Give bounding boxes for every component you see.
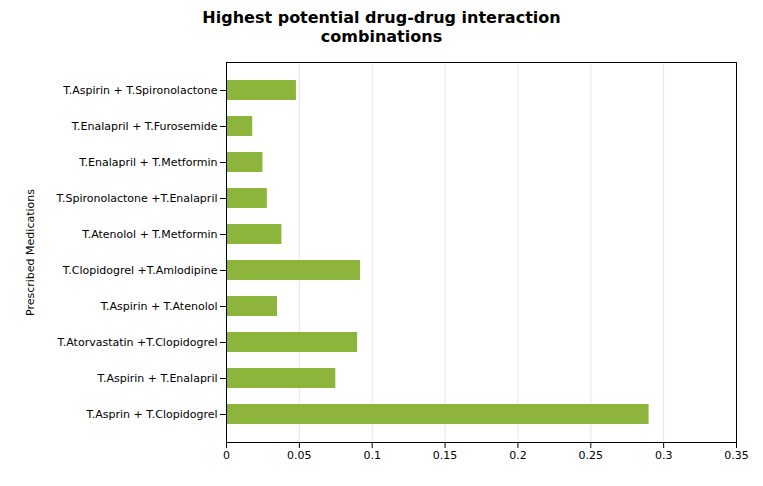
svg-text:T.Aspirin + T.Atenolol: T.Aspirin + T.Atenolol <box>100 300 218 313</box>
svg-text:0: 0 <box>223 450 230 463</box>
svg-text:0.25: 0.25 <box>579 450 604 463</box>
svg-text:0.35: 0.35 <box>724 450 749 463</box>
svg-text:T.Aspirin + T.Enalapril: T.Aspirin + T.Enalapril <box>97 372 218 385</box>
svg-text:0.15: 0.15 <box>433 450 458 463</box>
svg-text:T.Aspirin + T.Spironolactone: T.Aspirin + T.Spironolactone <box>62 84 217 97</box>
svg-text:0.2: 0.2 <box>509 450 527 463</box>
svg-text:0.3: 0.3 <box>655 450 673 463</box>
svg-text:T.Enalapril + T.Furosemide: T.Enalapril + T.Furosemide <box>71 120 218 133</box>
svg-text:T.Enalapril + T.Metformin: T.Enalapril + T.Metformin <box>78 156 217 169</box>
svg-text:T.Atenolol + T.Metformin: T.Atenolol + T.Metformin <box>81 228 217 241</box>
svg-text:T.Spironolactone +T.Enalapril: T.Spironolactone +T.Enalapril <box>56 192 218 205</box>
svg-text:0.05: 0.05 <box>287 450 312 463</box>
svg-text:0.1: 0.1 <box>363 450 381 463</box>
svg-text:T.Clopidogrel +T.Amlodipine: T.Clopidogrel +T.Amlodipine <box>62 264 218 277</box>
html-text:Highest potential drug-drug in: Highest potential drug-drug interaction … <box>202 8 561 47</box>
svg-text:Prescribed Medications: Prescribed Medications <box>24 189 37 316</box>
svg-text:T.Asprin + T.Clopidogrel: T.Asprin + T.Clopidogrel <box>85 408 217 421</box>
svg-text:T.Atorvastatin +T.Clopidogrel: T.Atorvastatin +T.Clopidogrel <box>56 336 217 349</box>
